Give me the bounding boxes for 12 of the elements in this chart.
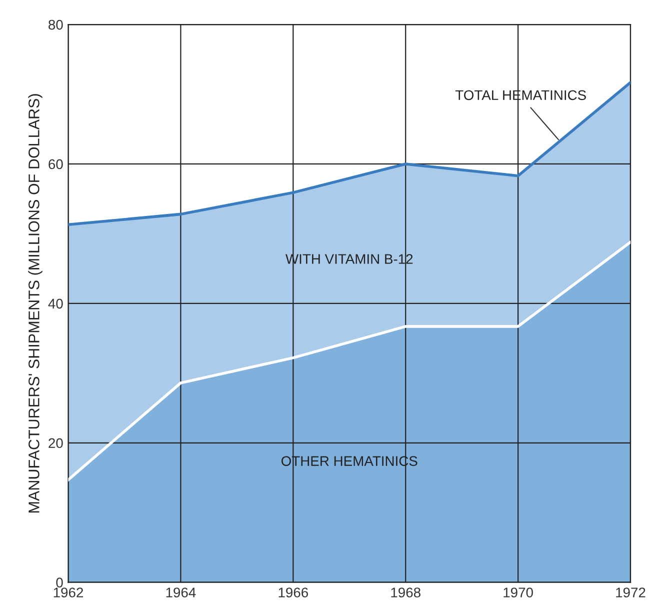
y-tick-label: 0 bbox=[56, 578, 63, 588]
y-tick-label: 80 bbox=[48, 20, 63, 30]
x-tick-label: 1972 bbox=[616, 588, 646, 598]
x-tick-label: 1968 bbox=[391, 588, 420, 598]
x-tick-label: 1970 bbox=[504, 588, 533, 598]
x-tick-label: 1962 bbox=[54, 588, 84, 598]
y-tick-label: 20 bbox=[48, 438, 63, 448]
y-tick-label: 60 bbox=[48, 159, 63, 170]
x-tick-label: 1964 bbox=[166, 588, 196, 598]
x-tick-label: 1966 bbox=[278, 588, 308, 598]
y-tick-label: 40 bbox=[48, 298, 63, 309]
y-axis-title: MANUFACTURERS' SHIPMENTS (MILLIONS OF DOLLARS) bbox=[28, 94, 42, 512]
